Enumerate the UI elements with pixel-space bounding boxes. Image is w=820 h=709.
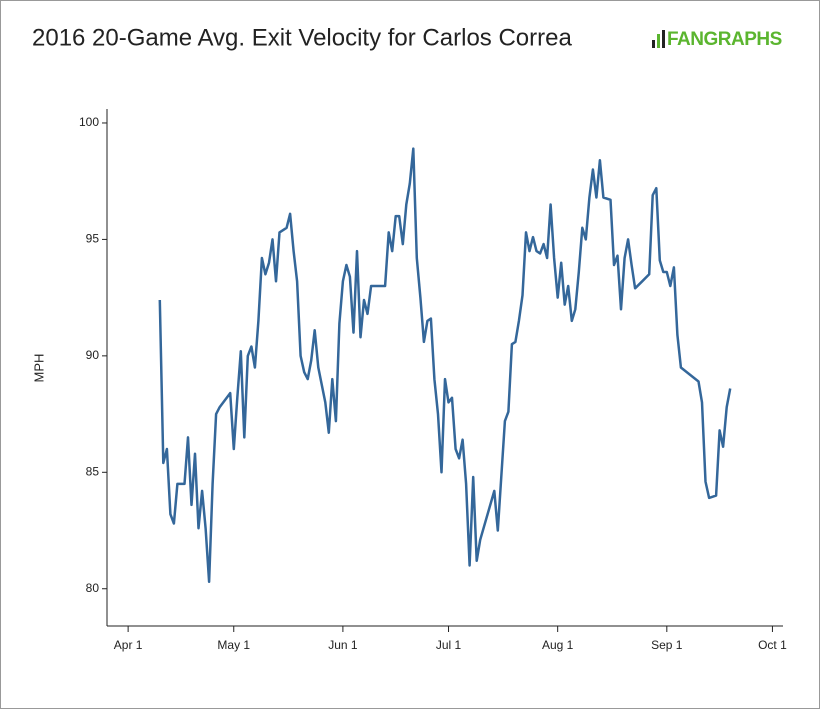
chart-title: 2016 20-Game Avg. Exit Velocity for Carl… bbox=[32, 24, 572, 51]
y-tick-label: 100 bbox=[79, 115, 99, 129]
y-axis-label: MPH bbox=[31, 354, 46, 383]
x-tick-label: Jul 1 bbox=[436, 638, 462, 652]
y-tick-label: 85 bbox=[86, 464, 100, 478]
y-tick-label: 95 bbox=[86, 232, 100, 246]
y-tick-label: 80 bbox=[86, 581, 100, 595]
x-tick-label: May 1 bbox=[217, 638, 250, 652]
logo-text: FANGRAPHS bbox=[667, 29, 782, 50]
x-tick-label: Apr 1 bbox=[114, 638, 143, 652]
logo-icon bbox=[657, 34, 660, 48]
logo-icon bbox=[652, 40, 655, 48]
x-tick-label: Aug 1 bbox=[542, 638, 574, 652]
logo: FANGRAPHS bbox=[652, 29, 782, 50]
x-tick-label: Oct 1 bbox=[758, 638, 787, 652]
x-tick-label: Sep 1 bbox=[651, 638, 683, 652]
y-tick-label: 90 bbox=[86, 348, 100, 362]
data-line bbox=[158, 147, 732, 584]
x-tick-label: Jun 1 bbox=[328, 638, 358, 652]
logo-icon bbox=[662, 30, 665, 48]
